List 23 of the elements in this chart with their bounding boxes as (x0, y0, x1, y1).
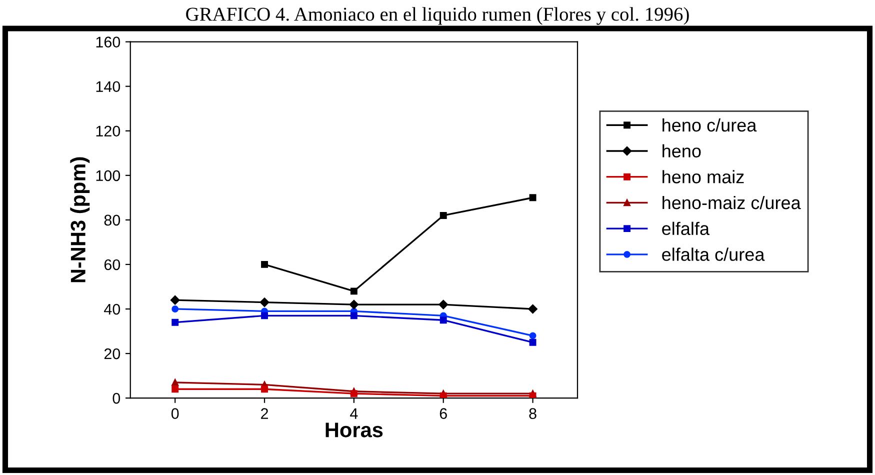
legend-label: elfalfa (662, 222, 710, 236)
x-axis-title: Horas (326, 422, 383, 438)
legend-label: heno-maiz c/urea (662, 196, 801, 210)
y-tick-label: 140 (96, 81, 120, 92)
legend-label: elfalta c/urea (662, 248, 765, 261)
y-tick-label: 100 (96, 170, 120, 182)
y-axis-title: N-NH3 (ppm) (70, 157, 90, 282)
y-tick-label: 120 (96, 126, 120, 137)
x-tick-label: 8 (529, 408, 536, 419)
y-tick-label: 160 (96, 36, 120, 48)
y-tick-label: 80 (104, 214, 120, 226)
chart-title: GRAFICO 4. Amoniaco en el liquido rumen (Flores y col. 1996) (186, 7, 689, 25)
y-tick-label: 0 (112, 392, 120, 404)
x-tick-label: 2 (261, 408, 268, 419)
legend-label: heno c/urea (662, 118, 757, 132)
y-tick-label: 20 (104, 348, 120, 360)
y-tick-label: 40 (104, 304, 120, 315)
x-tick-label: 6 (440, 408, 447, 419)
legend-label: heno (662, 144, 701, 158)
x-tick-label: 4 (350, 408, 358, 419)
x-tick-label: 0 (171, 408, 179, 419)
y-tick-label: 60 (104, 259, 120, 270)
legend-label: heno maiz (662, 170, 744, 184)
